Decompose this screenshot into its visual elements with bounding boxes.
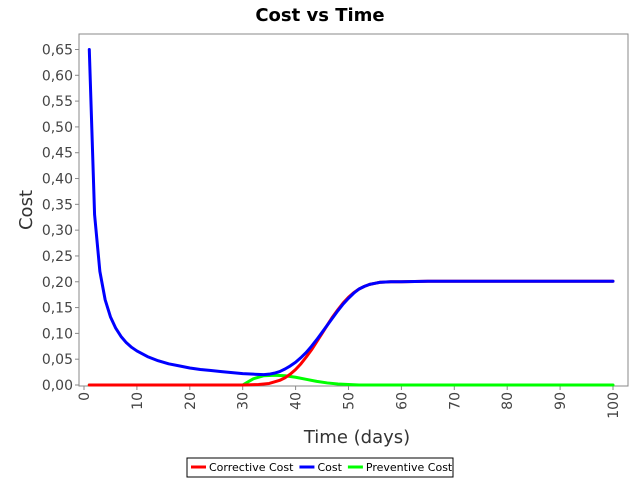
x-axis-ticks: 0 10 20 30 40 50 60 70 80 90 100	[77, 386, 622, 419]
legend-label-1: Cost	[317, 461, 342, 474]
x-tick-label: 30	[236, 392, 252, 410]
x-tick-label: 70	[447, 392, 463, 410]
y-tick-label: 0,30	[42, 223, 73, 239]
x-tick-label: 100	[606, 392, 622, 419]
y-tick-label: 0,25	[42, 249, 73, 265]
series-lines	[87, 47, 615, 387]
x-tick-label: 20	[183, 392, 199, 410]
y-tick-label: 0,15	[42, 301, 73, 317]
y-tick-label: 0,55	[42, 94, 73, 110]
y-tick-label: 0,45	[42, 146, 73, 162]
x-tick-label: 60	[394, 392, 410, 410]
x-tick-label: 0	[77, 392, 93, 401]
y-axis-label: Cost	[16, 190, 37, 230]
y-tick-label: 0,00	[42, 378, 73, 394]
x-tick-label: 90	[553, 392, 569, 410]
x-tick-label: 50	[342, 392, 358, 410]
legend-box	[186, 457, 454, 478]
y-tick-label: 0,20	[42, 275, 73, 291]
y-axis-ticks: 0,00 0,05 0,10 0,15 0,20 0,25 0,30 0,35 0,40 0,45…	[42, 42, 79, 394]
y-tick-label: 0,65	[42, 42, 73, 58]
x-tick-label: 80	[500, 392, 516, 410]
y-tick-label: 0,40	[42, 172, 73, 188]
legend: Corrective Cost Cost Preventive Cost	[191, 461, 453, 474]
x-tick-label: 40	[289, 392, 305, 410]
x-axis-label: Time (days)	[303, 427, 410, 448]
y-tick-label: 0,05	[42, 352, 73, 368]
series-line-1	[87, 47, 615, 377]
x-tick-label: 10	[130, 392, 146, 410]
y-tick-label: 0,35	[42, 197, 73, 213]
plot-area	[78, 33, 629, 387]
y-tick-label: 0,50	[42, 120, 73, 136]
legend-label-2: Preventive Cost	[366, 461, 453, 474]
legend-label-0: Corrective Cost	[209, 461, 294, 474]
chart-title: Cost vs Time	[255, 5, 384, 26]
y-tick-label: 0,60	[42, 68, 73, 84]
y-tick-label: 0,10	[42, 326, 73, 342]
